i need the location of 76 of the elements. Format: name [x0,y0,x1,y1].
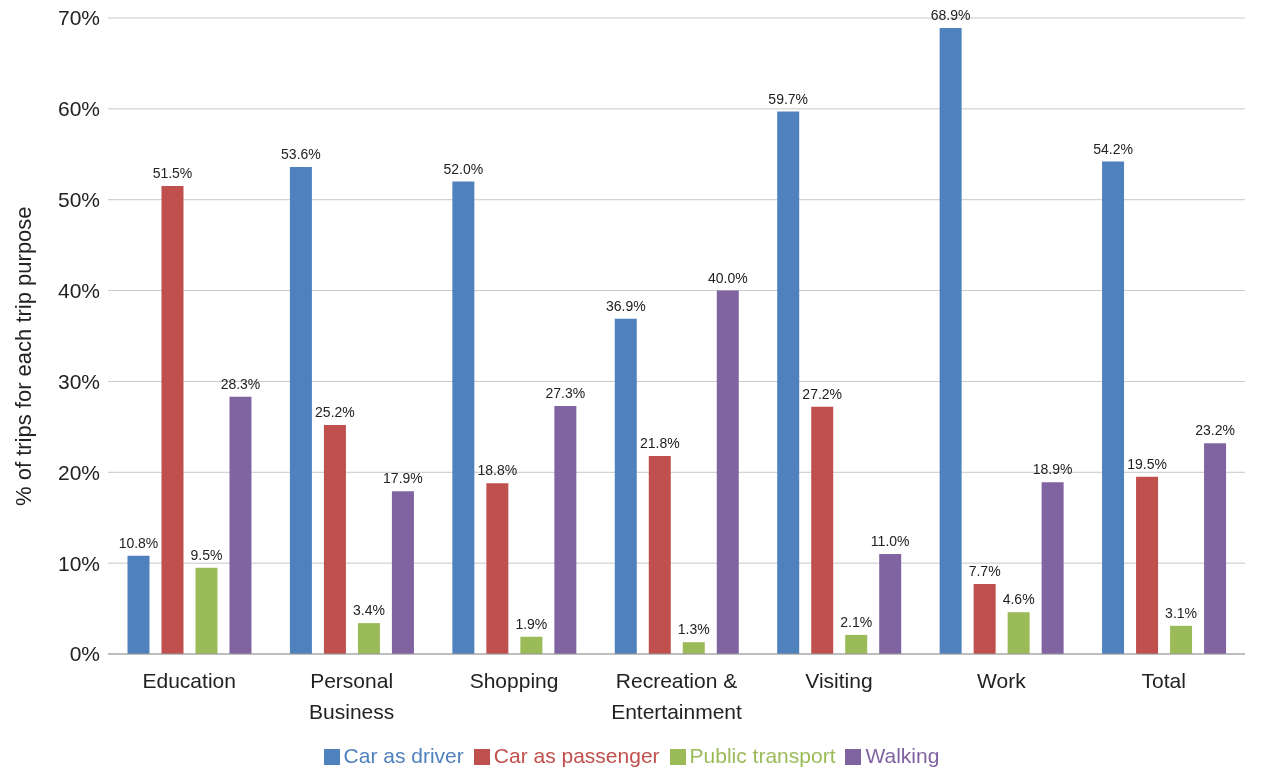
legend-label: Public transport [689,744,836,767]
data-label: 1.9% [515,615,548,632]
y-tick-label: 0% [69,642,100,666]
y-tick-label: 60% [57,97,100,121]
data-label: 28.3% [220,375,261,392]
bar [973,584,996,654]
legend-label: Car as passenger [493,744,660,767]
data-label: 18.9% [1032,461,1073,478]
bar [195,567,218,654]
data-label: 2.1% [840,613,873,630]
legend-label: Walking [865,744,940,767]
y-tick-label: 40% [57,279,100,303]
bar [452,181,475,654]
x-tick-label: Education [142,669,236,692]
bar [716,290,739,654]
data-label: 53.6% [281,146,321,163]
data-label: 18.8% [477,462,518,479]
x-tick-label: Recreation & Entertainment [611,669,743,723]
bar [520,636,543,654]
bar [682,642,705,654]
data-label: 36.9% [605,297,646,314]
y-tick-label: 30% [57,369,100,393]
bar [1204,443,1227,654]
bar [1007,612,1030,654]
data-label: 3.1% [1165,604,1198,621]
bar [127,555,150,654]
bar [323,425,346,654]
data-label: 27.2% [802,385,843,402]
bar [777,111,800,654]
x-tick-label: Total [1141,669,1186,692]
bar [879,554,902,654]
y-tick-label: 70% [57,6,100,30]
bar [554,405,577,654]
data-label: 25.2% [315,404,355,421]
y-axis-title: % of trips for each trip purpose [10,206,36,506]
data-label: 3.4% [352,602,385,619]
data-label: 10.8% [118,534,159,551]
x-tick-label: Work [977,669,1027,692]
data-label: 54.2% [1093,140,1133,157]
bar [1170,625,1193,654]
data-label: 23.2% [1195,422,1235,439]
bar [939,27,962,654]
bar [1102,161,1125,654]
bar [486,483,509,654]
y-tick-label: 20% [57,460,100,484]
bar [811,406,834,654]
y-tick-label: 50% [57,188,100,212]
bar [648,455,671,654]
y-tick-label: 10% [57,551,100,575]
bar [845,634,868,654]
bar [229,396,252,654]
bar [391,491,414,654]
x-tick-label: Personal Business [309,669,395,723]
data-label: 27.3% [545,384,586,401]
data-label: 68.9% [930,6,971,23]
bar [357,623,380,654]
data-label: 51.5% [152,165,193,182]
bar [1136,476,1159,654]
data-label: 21.8% [639,434,680,451]
data-label: 17.9% [383,470,423,487]
x-tick-label: Shopping [469,669,559,692]
x-tick-label: Visiting [805,669,873,692]
legend-label: Car as driver [343,744,464,767]
bar [614,318,637,654]
data-label: 9.5% [190,546,223,563]
data-label: 52.0% [443,160,484,177]
data-label: 40.0% [707,269,748,286]
data-label: 7.7% [968,563,1001,580]
bar [1041,482,1064,654]
data-label: 19.5% [1127,455,1167,472]
bar [161,186,184,654]
data-label: 4.6% [1002,591,1035,608]
bar [289,167,312,654]
data-label: 1.3% [677,621,710,638]
data-label: 11.0% [870,533,910,550]
data-label: 59.7% [768,90,809,107]
